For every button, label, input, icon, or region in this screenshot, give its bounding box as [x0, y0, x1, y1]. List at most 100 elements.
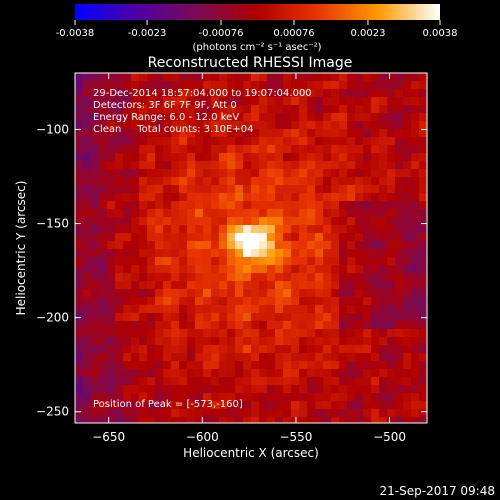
heatmap-cell: [411, 409, 419, 417]
heatmap-cell: [131, 305, 139, 313]
heatmap-cell: [347, 393, 355, 401]
heatmap-cell: [99, 401, 107, 409]
heatmap-cell: [211, 89, 219, 97]
heatmap-cell: [75, 113, 83, 121]
heatmap-cell: [331, 89, 339, 97]
heatmap-cell: [227, 81, 235, 89]
heatmap-cell: [107, 289, 115, 297]
heatmap-cell: [155, 369, 163, 377]
heatmap-cell: [163, 249, 171, 257]
heatmap-cell: [403, 225, 411, 233]
heatmap-cell: [379, 297, 387, 305]
heatmap-cell: [363, 145, 371, 153]
heatmap-cell: [171, 297, 179, 305]
x-tick-label: −650: [92, 430, 125, 444]
heatmap-cell: [323, 377, 331, 385]
heatmap-cell: [347, 401, 355, 409]
heatmap-cell: [259, 225, 267, 233]
heatmap-cell: [243, 377, 251, 385]
heatmap-cell: [131, 81, 139, 89]
heatmap-cell: [323, 137, 331, 145]
heatmap-cell: [403, 233, 411, 241]
heatmap-cell: [171, 73, 179, 81]
heatmap-cell: [147, 249, 155, 257]
heatmap-cell: [323, 249, 331, 257]
heatmap-cell: [163, 289, 171, 297]
heatmap-cell: [75, 345, 83, 353]
heatmap-cell: [99, 113, 107, 121]
heatmap-cell: [411, 241, 419, 249]
heatmap-cell: [227, 361, 235, 369]
heatmap-cell: [283, 193, 291, 201]
heatmap-cell: [99, 337, 107, 345]
heatmap-cell: [419, 393, 427, 401]
heatmap-cell: [403, 329, 411, 337]
heatmap-cell: [163, 233, 171, 241]
heatmap-cell: [363, 289, 371, 297]
heatmap-cell: [419, 329, 427, 337]
heatmap-cell: [395, 393, 403, 401]
heatmap-cell: [339, 225, 347, 233]
heatmap-cell: [227, 145, 235, 153]
heatmap-cell: [299, 345, 307, 353]
heatmap-cell: [227, 257, 235, 265]
heatmap-cell: [379, 361, 387, 369]
heatmap-cell: [243, 81, 251, 89]
heatmap-cell: [331, 257, 339, 265]
heatmap-cell: [83, 81, 91, 89]
heatmap-cell: [211, 153, 219, 161]
heatmap-cell: [371, 337, 379, 345]
heatmap-cell: [195, 201, 203, 209]
heatmap-cell: [355, 137, 363, 145]
heatmap-cell: [387, 225, 395, 233]
heatmap-cell: [275, 89, 283, 97]
heatmap-cell: [339, 105, 347, 113]
heatmap-cell: [99, 145, 107, 153]
peak-position-label: Position of Peak = [-573,-160]: [93, 399, 243, 410]
heatmap-cell: [403, 305, 411, 313]
heatmap-cell: [251, 409, 259, 417]
heatmap-cell: [299, 257, 307, 265]
heatmap-cell: [179, 385, 187, 393]
heatmap-cell: [195, 257, 203, 265]
heatmap-cell: [339, 385, 347, 393]
heatmap-cell: [395, 225, 403, 233]
heatmap-cell: [75, 217, 83, 225]
heatmap-cell: [283, 249, 291, 257]
heatmap-cell: [323, 177, 331, 185]
heatmap-cell: [219, 241, 227, 249]
heatmap-cell: [275, 201, 283, 209]
heatmap-cell: [331, 369, 339, 377]
heatmap-cell: [403, 313, 411, 321]
heatmap-cell: [259, 121, 267, 129]
heatmap-cell: [187, 353, 195, 361]
heatmap-cell: [379, 169, 387, 177]
heatmap-cell: [131, 337, 139, 345]
heatmap-cell: [147, 225, 155, 233]
heatmap-cell: [363, 241, 371, 249]
heatmap-cell: [323, 345, 331, 353]
heatmap-cell: [307, 97, 315, 105]
heatmap-cell: [139, 137, 147, 145]
heatmap-cell: [131, 377, 139, 385]
heatmap-cell: [307, 345, 315, 353]
heatmap-cell: [395, 305, 403, 313]
heatmap-cell: [107, 273, 115, 281]
heatmap-cell: [75, 417, 83, 423]
heatmap-cell: [211, 201, 219, 209]
heatmap-cell: [355, 313, 363, 321]
heatmap-cell: [355, 193, 363, 201]
heatmap-cell: [83, 401, 91, 409]
heatmap-cell: [283, 353, 291, 361]
heatmap-cell: [107, 409, 115, 417]
heatmap-cell: [291, 337, 299, 345]
heatmap-cell: [75, 89, 83, 97]
heatmap-cell: [147, 209, 155, 217]
heatmap-cell: [379, 401, 387, 409]
heatmap-cell: [251, 249, 259, 257]
heatmap-cell: [123, 161, 131, 169]
heatmap-cell: [139, 161, 147, 169]
heatmap-cell: [99, 353, 107, 361]
heatmap-cell: [387, 153, 395, 161]
heatmap-cell: [179, 321, 187, 329]
